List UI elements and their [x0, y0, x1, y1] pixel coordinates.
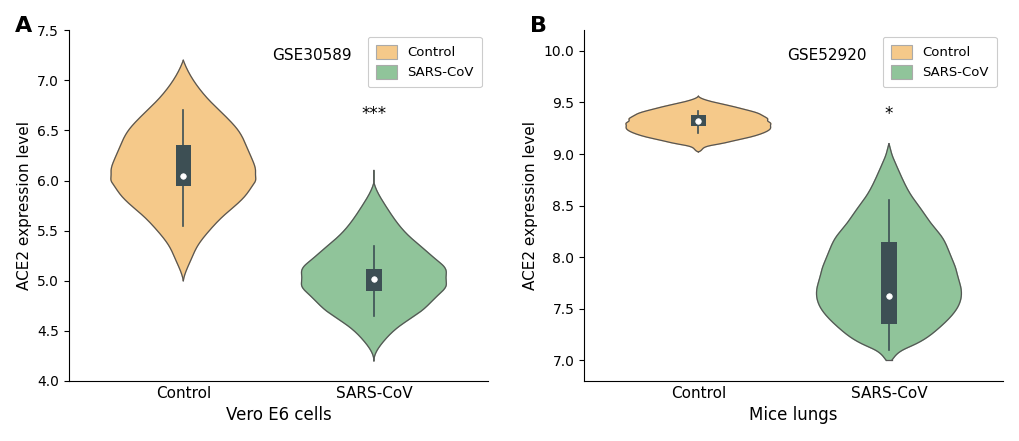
Y-axis label: ACE2 expression level: ACE2 expression level [16, 121, 32, 290]
Bar [690, 115, 705, 126]
Legend: Control, SARS-CoV: Control, SARS-CoV [881, 37, 996, 87]
Text: GSE52920: GSE52920 [787, 48, 866, 63]
Bar [880, 242, 896, 324]
Text: ***: *** [361, 105, 386, 123]
Polygon shape [626, 96, 770, 152]
Y-axis label: ACE2 expression level: ACE2 expression level [523, 121, 537, 290]
Legend: Control, SARS-CoV: Control, SARS-CoV [367, 37, 481, 87]
X-axis label: Vero E6 cells: Vero E6 cells [225, 406, 331, 424]
Polygon shape [111, 60, 256, 281]
Bar [366, 269, 381, 291]
X-axis label: Mice lungs: Mice lungs [749, 406, 837, 424]
Bar [175, 146, 191, 186]
Text: B: B [529, 16, 546, 36]
Text: *: * [883, 105, 893, 123]
Text: A: A [14, 16, 32, 36]
Polygon shape [302, 171, 446, 361]
Text: GSE30589: GSE30589 [272, 48, 352, 63]
Polygon shape [816, 144, 961, 360]
